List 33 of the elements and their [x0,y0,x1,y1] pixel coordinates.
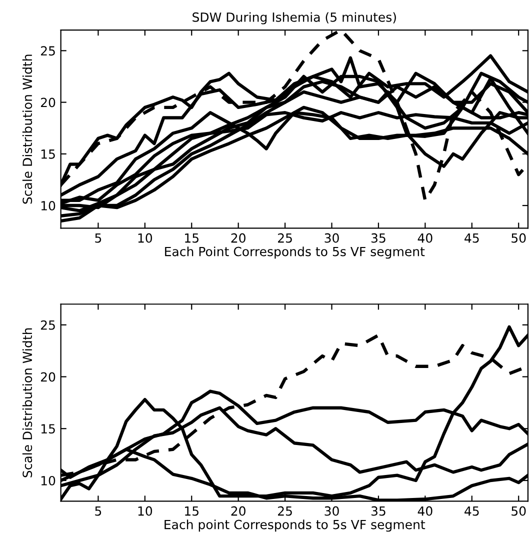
x-tick-label: 50 [512,506,526,516]
x-tick-label: 15 [185,506,198,516]
x-tick-label: 25 [278,233,292,243]
y-tick-label: 15 [41,424,55,434]
x-tick-label: 10 [138,506,152,516]
y-tick-label: 25 [40,46,55,56]
x-tick-label: 30 [324,233,339,243]
x-tick-label: 20 [231,506,246,516]
y-tick-label: 15 [41,150,55,159]
y-tick-label: 20 [40,98,56,108]
y-axis-title: Scale Distribution Width [22,54,32,204]
x-tick-label: 10 [138,233,152,243]
x-tick-label: 5 [95,233,102,243]
x-tick-label: 15 [185,233,198,243]
y-tick-label: 10 [41,476,56,486]
x-tick-label: 45 [464,506,479,516]
x-tick-label: 40 [418,233,432,243]
x-tick-label: 50 [512,233,526,243]
x-tick-label: 35 [371,233,386,243]
x-tick-label: 20 [231,233,246,243]
y-tick-label: 25 [40,320,55,330]
y-tick-label: 20 [40,372,56,382]
x-tick-label: 25 [278,506,292,516]
x-tick-label: 40 [418,506,432,516]
y-axis-title: Scale Distribution Width [22,328,32,478]
x-tick-label: 45 [464,233,479,243]
x-tick-label: 35 [371,506,386,516]
chart-title: SDW During Ishemia (5 minutes) [192,12,396,24]
x-tick-label: 5 [95,506,102,516]
y-tick-label: 10 [41,200,56,210]
x-tick-label: 30 [324,506,339,516]
x-axis-title: Each Point Corresponds to 5s VF segment [165,246,425,259]
x-axis-title: Each point Corresponds to 5s VF segment [164,520,426,532]
